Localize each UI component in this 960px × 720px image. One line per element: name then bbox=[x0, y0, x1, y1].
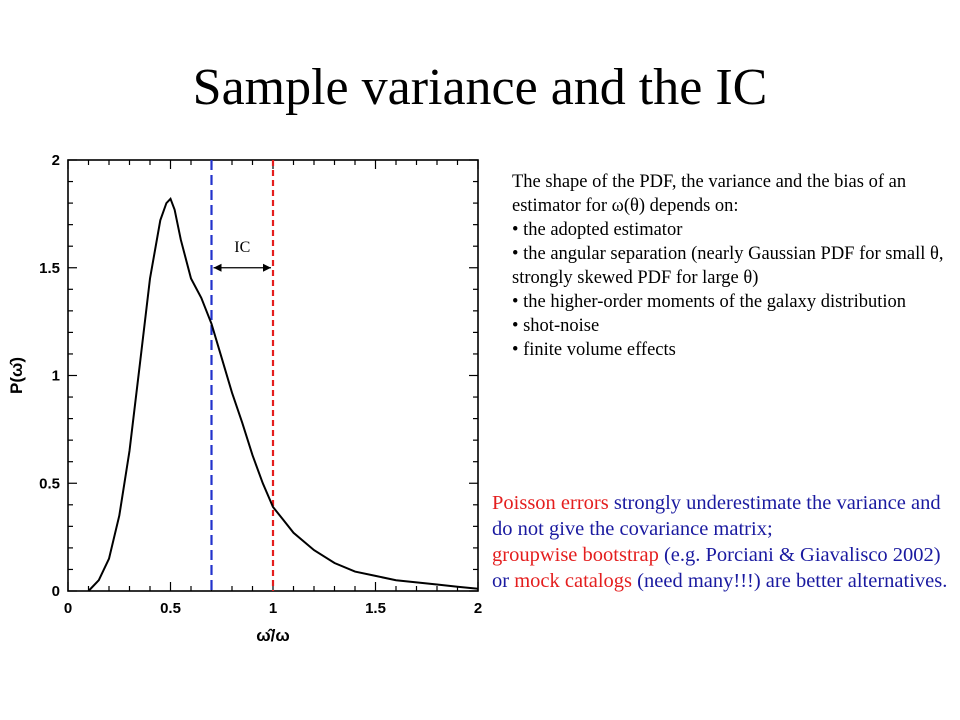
note-text: (e.g. Porciani & Giavalisco 2002) or bbox=[492, 544, 941, 592]
errors-note: Poisson errors strongly underestimate th… bbox=[492, 490, 952, 594]
y-tick-label: 0.5 bbox=[39, 475, 60, 492]
ic-arrow-head-right bbox=[263, 263, 271, 272]
x-tick-label: 1.5 bbox=[365, 600, 386, 617]
slide-title: Sample variance and the IC bbox=[192, 59, 768, 116]
bullet-item: • the angular separation (nearly Gaussia… bbox=[512, 244, 944, 288]
groupwise-bootstrap-term: groupwise bootstrap bbox=[492, 544, 659, 566]
note-text: strongly underestimate the variance and … bbox=[492, 492, 941, 540]
bullet-item: • shot-noise bbox=[512, 316, 600, 336]
y-tick-label: 2 bbox=[52, 152, 60, 169]
poisson-errors-term: Poisson errors bbox=[492, 492, 609, 514]
ic-label: IC bbox=[234, 239, 250, 256]
y-tick-label: 1.5 bbox=[39, 260, 60, 277]
bullet-item: • finite volume effects bbox=[512, 340, 676, 360]
pdf-chart: 0 0.5 1 1.5 2 0 0.5 1 1.5 2 ω̂/ω P(ω̂) IC bbox=[7, 152, 482, 645]
pdf-curve bbox=[87, 196, 479, 592]
y-tick-label: 0 bbox=[52, 583, 60, 600]
x-tick-label: 0 bbox=[64, 600, 72, 617]
x-axis-label: ω̂/ω bbox=[256, 626, 289, 645]
note-text: (need many!!!) are better alternatives. bbox=[632, 570, 948, 592]
bullet-item: • the adopted estimator bbox=[512, 220, 683, 240]
ic-arrow-head-left bbox=[213, 263, 222, 272]
factors-text-block: The shape of the PDF, the variance and t… bbox=[512, 170, 952, 362]
x-tick-label: 0.5 bbox=[160, 600, 181, 617]
bullet-item: • the higher-order moments of the galaxy… bbox=[512, 292, 907, 312]
y-axis-label: P(ω̂) bbox=[7, 357, 26, 394]
mock-catalogs-term: mock catalogs bbox=[514, 570, 633, 592]
x-tick-label: 1 bbox=[269, 600, 277, 617]
y-tick-label: 1 bbox=[52, 368, 60, 385]
x-tick-label: 2 bbox=[474, 600, 482, 617]
intro-text: The shape of the PDF, the variance and t… bbox=[512, 172, 907, 216]
